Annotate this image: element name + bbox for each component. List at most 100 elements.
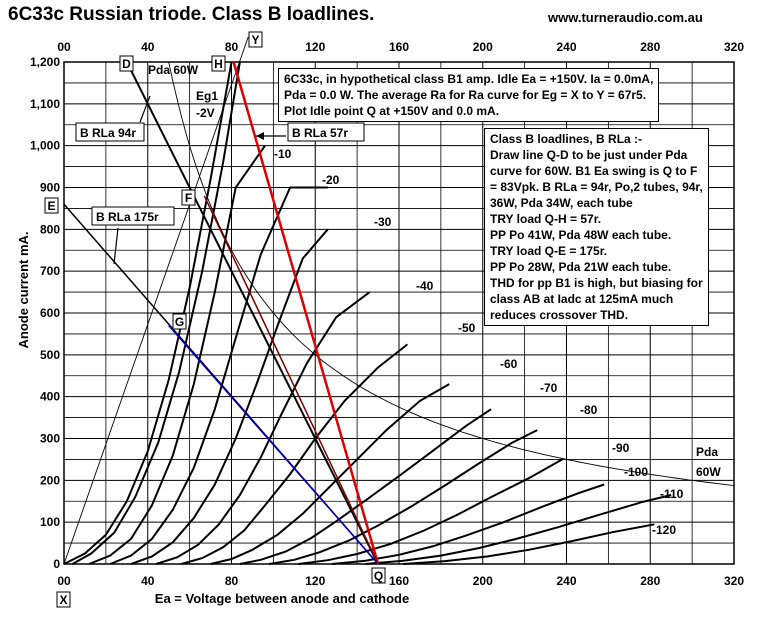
y-tick-label: 900 [40, 181, 60, 195]
y-tick-label: 1,200 [30, 55, 60, 69]
rla-57r-label-box [287, 122, 365, 142]
rla-57r-label: B RLa 57r [292, 126, 348, 140]
side-note-line: Draw line Q-D to be just under Pda [490, 148, 688, 162]
point-label-y: Y [251, 33, 259, 47]
grid-voltage-label: -40 [416, 279, 434, 293]
y-tick-label: 1,000 [30, 139, 60, 153]
triode-curve-eg2 [71, 61, 241, 565]
website-label: www.turneraudio.com.au [548, 10, 703, 25]
side-note-line: reduces crossover THD. [490, 308, 629, 322]
grid-voltage-label: -70 [540, 381, 558, 395]
top-note-line: Plot Idle point Q at +150V and 0.0 mA. [284, 104, 500, 118]
eg1-value-label: -2V [196, 106, 215, 120]
point-box-g [172, 313, 187, 330]
y-tick-label: 200 [40, 473, 60, 487]
point-box-h [211, 55, 226, 72]
loadline-q-h [232, 61, 380, 565]
grid-voltage-label: -60 [500, 357, 518, 371]
x-tick-bottom-label: 120 [305, 574, 325, 588]
point-box-y [248, 31, 263, 48]
y-tick-label: 0 [53, 557, 60, 571]
side-note-line: PP Po 28W, Pda 21W each tube. [490, 260, 672, 274]
x-tick-bottom-label: 80 [225, 574, 239, 588]
point-label-g: G [175, 315, 184, 329]
triode-curve-eg10 [88, 145, 266, 565]
y-tick-label: 100 [40, 515, 60, 529]
arrowhead-57r [256, 132, 264, 140]
grid-voltage-label: -90 [612, 441, 630, 455]
side-note-line: PP Po 41W, Pda 48W each tube. [490, 228, 672, 242]
side-note-line: Class B loadlines, B RLa :- [490, 132, 643, 146]
triode-curve-eg120 [403, 523, 655, 565]
triode-curve-eg20 [109, 186, 328, 565]
grid-voltage-label: -80 [580, 403, 598, 417]
top-note-box: 6C33c, in hypothetical class B1 amp. Idl… [278, 68, 660, 122]
x-tick-bottom-label: 00 [57, 574, 71, 588]
top-note-line: Pda = 0.0 W. The average Ra for Ra curve… [284, 88, 647, 102]
grid-voltage-label: -120 [652, 523, 676, 537]
point-label-d: D [122, 57, 131, 71]
top-note-line: 6C33c, in hypothetical class B1 amp. Idl… [284, 72, 654, 86]
x-tick-bottom-label: 240 [556, 574, 576, 588]
pda-right-label: Pda [696, 445, 718, 459]
triode-curve-eg110 [365, 494, 672, 565]
x-tick-top-label: 160 [389, 40, 409, 54]
side-note-line: 36W, Pda 34W, each tube [490, 196, 633, 210]
y-axis-label: Anode current mA. [16, 231, 31, 348]
point-box-q [371, 567, 386, 584]
plot-frame [63, 61, 735, 565]
grid-voltage-label: -50 [458, 321, 476, 335]
ra-average-line [63, 36, 249, 565]
rla-175r-label: B RLa 175r [96, 210, 159, 224]
x-tick-top-label: 240 [556, 40, 576, 54]
x-tick-bottom-label: 280 [640, 574, 660, 588]
x-tick-bottom-label: 200 [473, 574, 493, 588]
loadline-q-g [168, 325, 379, 565]
x-tick-bottom-label: 160 [389, 574, 409, 588]
rla-94r-label: B RLa 94r [80, 126, 136, 140]
x-tick-top-label: 80 [225, 40, 239, 54]
y-tick-label: 600 [40, 306, 60, 320]
point-label-x: X [59, 593, 67, 607]
pda-60w-curve [168, 61, 735, 487]
y-tick-label: 800 [40, 222, 60, 236]
point-box-x [56, 591, 71, 608]
x-tick-top-label: 00 [57, 40, 71, 54]
x-axis-label: Ea = Voltage between anode and cathode [155, 591, 409, 606]
triode-curve-eg60 [210, 383, 450, 565]
x-tick-top-label: 200 [473, 40, 493, 54]
triode-curve-eg30 [130, 228, 329, 565]
y-tick-label: 500 [40, 348, 60, 362]
grid-voltage-label: -100 [624, 465, 648, 479]
x-tick-top-label: 320 [724, 40, 744, 54]
x-tick-top-label: 280 [640, 40, 660, 54]
point-label-f: F [185, 191, 192, 205]
side-note-line: class AB at Iadc at 125mA much [490, 292, 674, 306]
x-tick-bottom-label: 40 [141, 574, 155, 588]
point-label-e: E [47, 199, 55, 213]
side-note-line: TRY load Q-E = 175r. [490, 244, 608, 258]
rla-175r-label-box [91, 206, 175, 226]
grid-voltage-label: -20 [322, 173, 340, 187]
pda-60w-top-label: Pda 60W [148, 63, 199, 77]
point-box-e [44, 197, 59, 214]
y-tick-label: 1,100 [30, 97, 60, 111]
triode-curve-eg40 [155, 291, 371, 565]
rla-94r-label-box [75, 122, 145, 142]
grid-voltage-label: -30 [374, 215, 392, 229]
point-label-h: H [214, 57, 223, 71]
side-note-line: THD for pp B1 is high, but biasing for [490, 276, 703, 290]
y-tick-label: 300 [40, 432, 60, 446]
triode-curve-eg80 [269, 429, 538, 565]
x-tick-top-label: 120 [305, 40, 325, 54]
pda-right-watts-label: 60W [696, 465, 721, 479]
chart-title: 6C33c Russian triode. Class B loadlines. [8, 4, 375, 25]
side-note-line: = 83Vpk. B RLa = 94r, Po,2 tubes, 94r, [490, 180, 703, 194]
loadline-q-d [125, 61, 379, 565]
side-note-box: Class B loadlines, B RLa :- Draw line Q-D… [484, 128, 709, 326]
x-tick-bottom-label: 320 [724, 574, 744, 588]
eg1-label: Eg1 [196, 89, 218, 103]
arrow-175r [113, 227, 119, 265]
grid-voltage-label: -10 [274, 147, 292, 161]
